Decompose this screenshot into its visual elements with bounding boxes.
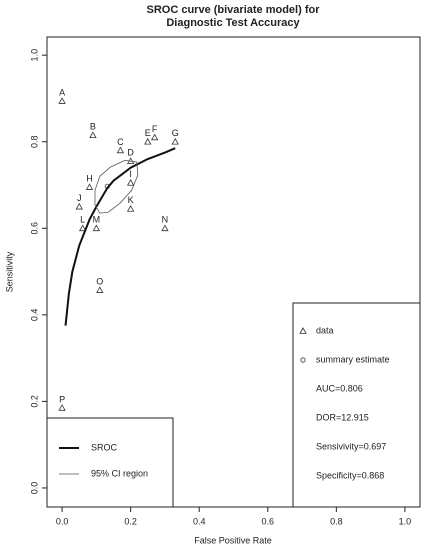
data-point (150, 133, 159, 141)
y-tick-label: 1.0 (29, 49, 39, 62)
y-axis-label: Sensitivity (4, 251, 14, 292)
x-tick-label: 1.0 (399, 516, 412, 526)
legend-label: SROC (91, 442, 118, 452)
point-label: A (59, 87, 65, 97)
point-label: K (128, 195, 134, 205)
data-point (58, 404, 66, 411)
data-point (171, 137, 179, 145)
annotation: Specificity=0.868 (316, 470, 384, 480)
data-point (161, 224, 169, 232)
legend-symbol (300, 357, 306, 363)
x-tick-label: 0.8 (330, 516, 343, 526)
plot-frame (46, 36, 421, 508)
data-point (126, 179, 135, 186)
data-point (78, 224, 87, 232)
annotation: DOR=12.915 (316, 412, 369, 422)
legend-label: 95% CI region (91, 468, 148, 478)
point-label: G (172, 128, 179, 138)
x-tick-label: 0.2 (124, 516, 137, 526)
annotation: Sensivivity=0.697 (316, 441, 386, 451)
y-tick-label: 0.8 (29, 135, 39, 148)
legend-box (46, 417, 174, 508)
point-label: D (127, 148, 134, 158)
y-tick-label: 0.4 (29, 309, 39, 322)
data-point (85, 183, 94, 190)
x-tick-label: 0.4 (193, 516, 206, 526)
chart-subtitle: Diagnostic Test Accuracy (166, 17, 300, 29)
point-label: O (96, 277, 103, 287)
point-label: N (162, 215, 169, 225)
point-label: B (90, 122, 96, 132)
point-label: J (77, 193, 82, 203)
data-point (126, 204, 135, 212)
point-label: P (59, 394, 65, 404)
data-point (96, 286, 104, 293)
point-label: M (93, 215, 101, 225)
legend-symbol (299, 327, 307, 334)
y-tick-label: 0.2 (29, 395, 39, 408)
data-point (116, 146, 125, 154)
point-label: E (145, 128, 151, 138)
ci-region (94, 159, 139, 214)
data-point (144, 137, 152, 145)
point-label: L (80, 215, 85, 225)
data-point (58, 97, 66, 104)
x-tick-label: 0.6 (262, 516, 275, 526)
x-axis-label: False Positive Rate (194, 535, 272, 545)
point-label: C (117, 137, 124, 147)
y-tick-label: 0.0 (29, 482, 39, 495)
point-label: H (86, 174, 93, 184)
chart-title: SROC curve (bivariate model) for (147, 4, 321, 16)
legend-label: data (316, 325, 334, 335)
x-tick-label: 0.0 (56, 516, 69, 526)
legend-box (292, 302, 421, 508)
legend-label: summary estimate (316, 354, 390, 364)
annotation: AUC=0.806 (316, 383, 363, 393)
sroc-curve (64, 147, 176, 326)
data-point (75, 202, 83, 210)
data-point (92, 224, 101, 232)
y-tick-label: 0.6 (29, 222, 39, 235)
point-label: I (129, 169, 132, 179)
point-label: F (152, 124, 158, 134)
data-point (89, 131, 97, 139)
